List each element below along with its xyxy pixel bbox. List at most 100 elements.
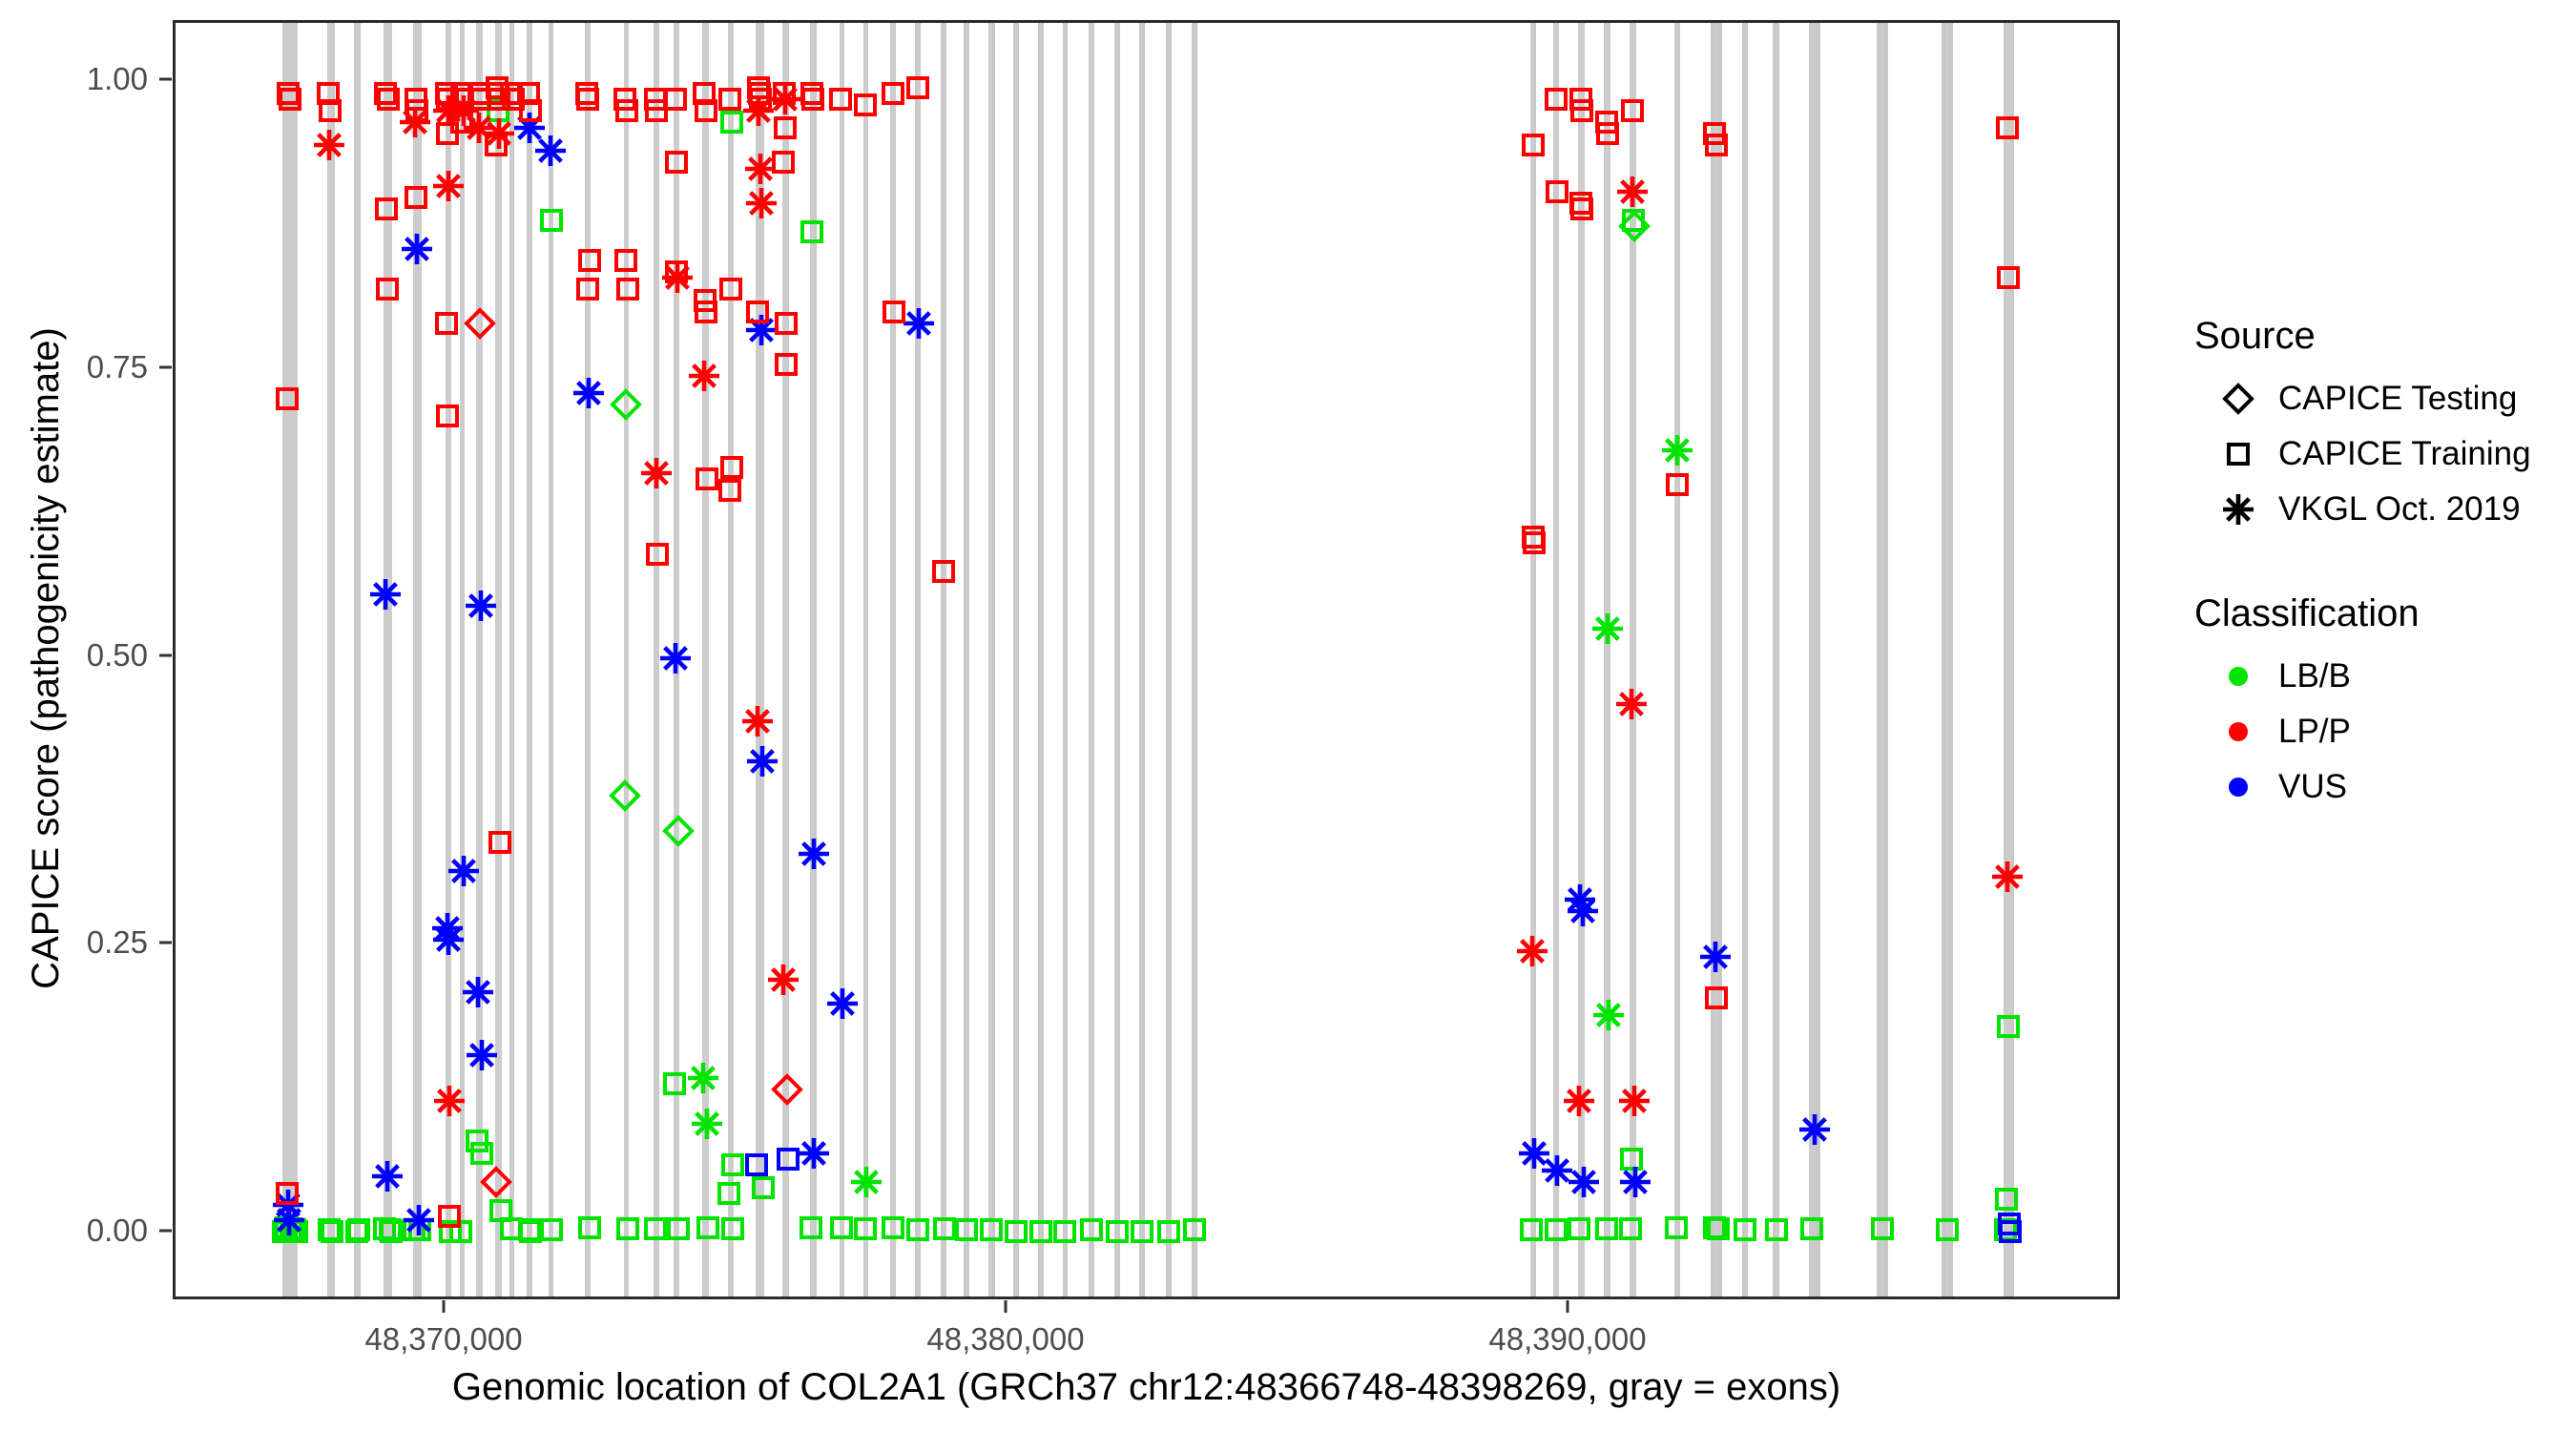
- data-point: [880, 298, 908, 326]
- data-point: [658, 641, 693, 675]
- variant-guide-line: [358, 23, 360, 1296]
- legend-title-source: Source: [2194, 315, 2316, 357]
- data-point: [537, 206, 566, 235]
- data-point: [930, 1214, 959, 1243]
- variant-guide-line: [625, 23, 627, 1296]
- data-point: [766, 963, 800, 997]
- data-point: [344, 1215, 373, 1244]
- data-point: [1618, 1165, 1652, 1199]
- variant-guide-line: [387, 23, 389, 1296]
- variant-guide-line: [463, 23, 465, 1296]
- data-point: [742, 1151, 771, 1179]
- data-point: [1027, 1217, 1055, 1246]
- data-point: [272, 1203, 306, 1237]
- data-point: [904, 1215, 932, 1244]
- data-point: [431, 169, 466, 203]
- data-point: [1797, 1112, 1832, 1147]
- variant-guide-line: [292, 23, 294, 1296]
- data-point: [447, 854, 481, 888]
- data-point: [1128, 1217, 1156, 1246]
- legend-circle-icon: [2212, 664, 2265, 689]
- data-point: [771, 114, 800, 142]
- data-point: [1615, 175, 1650, 209]
- data-point: [686, 1061, 720, 1095]
- y-tick-mark: [159, 941, 172, 944]
- data-point: [575, 1213, 604, 1242]
- data-point: [402, 183, 430, 212]
- data-point: [797, 1213, 825, 1242]
- data-point: [851, 1214, 880, 1243]
- data-point: [1519, 131, 1548, 159]
- legend-item[interactable]: CAPICE Testing: [2194, 371, 2576, 426]
- variant-guide-line: [2009, 23, 2011, 1296]
- data-point: [1517, 1215, 1546, 1244]
- variant-guide-line: [732, 23, 734, 1296]
- variant-guide-line: [1530, 23, 1532, 1296]
- data-point: [482, 116, 516, 151]
- data-point: [1568, 195, 1596, 223]
- x-tick-label: 48,370,000: [364, 1321, 523, 1357]
- data-point: [661, 85, 690, 114]
- data-point: [772, 350, 800, 379]
- variant-guide-line: [1579, 23, 1581, 1296]
- legend-item[interactable]: LB/B: [2194, 649, 2576, 704]
- data-point: [740, 704, 775, 738]
- data-point: [1731, 1215, 1759, 1244]
- data-point: [372, 195, 401, 223]
- data-point: [463, 1127, 491, 1155]
- variant-guide-line: [476, 23, 478, 1296]
- plot-area: [176, 23, 2117, 1296]
- data-point: [402, 1203, 436, 1237]
- legend-item[interactable]: LP/P: [2194, 704, 2576, 759]
- variant-guide-line: [966, 23, 967, 1296]
- data-point: [691, 286, 719, 315]
- data-point: [1996, 1217, 2025, 1246]
- data-point: [639, 456, 674, 490]
- data-point: [447, 1217, 475, 1246]
- variant-guide-line: [813, 23, 815, 1296]
- data-point: [479, 1165, 512, 1198]
- legend-title-classification: Classification: [2194, 592, 2420, 634]
- data-point: [1590, 612, 1625, 646]
- variant-guide-line: [702, 23, 704, 1296]
- variant-guide-line: [477, 23, 479, 1296]
- data-point: [1994, 1012, 2023, 1041]
- variant-guide-line: [762, 23, 764, 1296]
- data-point: [1567, 1165, 1601, 1199]
- data-point: [1517, 1136, 1551, 1171]
- variant-guide-line: [1634, 23, 1636, 1296]
- data-point: [1567, 85, 1595, 114]
- data-point: [904, 73, 932, 102]
- data-point: [1050, 1217, 1079, 1246]
- variant-guide-line: [1881, 23, 1883, 1296]
- data-point: [368, 577, 403, 612]
- variant-guide-line: [1064, 23, 1066, 1296]
- data-point: [797, 1136, 831, 1171]
- data-point: [1592, 1214, 1621, 1243]
- data-point: [743, 298, 772, 326]
- data-point: [1592, 108, 1621, 136]
- data-point: [692, 96, 720, 125]
- data-point: [952, 1215, 981, 1244]
- variant-guide-line: [627, 23, 629, 1296]
- data-point: [1702, 131, 1731, 159]
- variant-guide-line: [2005, 23, 2006, 1296]
- legend-item[interactable]: VKGL Oct. 2019: [2194, 482, 2576, 537]
- y-axis-title: CAPICE score (pathogenicity estimate): [24, 327, 67, 989]
- variant-guide-line: [1116, 23, 1118, 1296]
- legend-item[interactable]: VUS: [2194, 759, 2576, 815]
- data-point: [273, 1179, 301, 1208]
- data-point: [1663, 470, 1692, 499]
- data-point: [537, 1215, 566, 1244]
- data-point: [465, 1038, 499, 1072]
- data-point: [1868, 1214, 1897, 1243]
- data-point: [1566, 894, 1600, 928]
- data-point: [431, 923, 466, 957]
- data-point: [571, 376, 606, 410]
- data-point: [432, 1084, 467, 1118]
- data-point: [486, 828, 514, 857]
- data-point: [1542, 85, 1570, 114]
- legend-item[interactable]: CAPICE Training: [2194, 426, 2576, 482]
- variant-guide-line: [290, 23, 292, 1296]
- variant-guide-line: [390, 23, 392, 1296]
